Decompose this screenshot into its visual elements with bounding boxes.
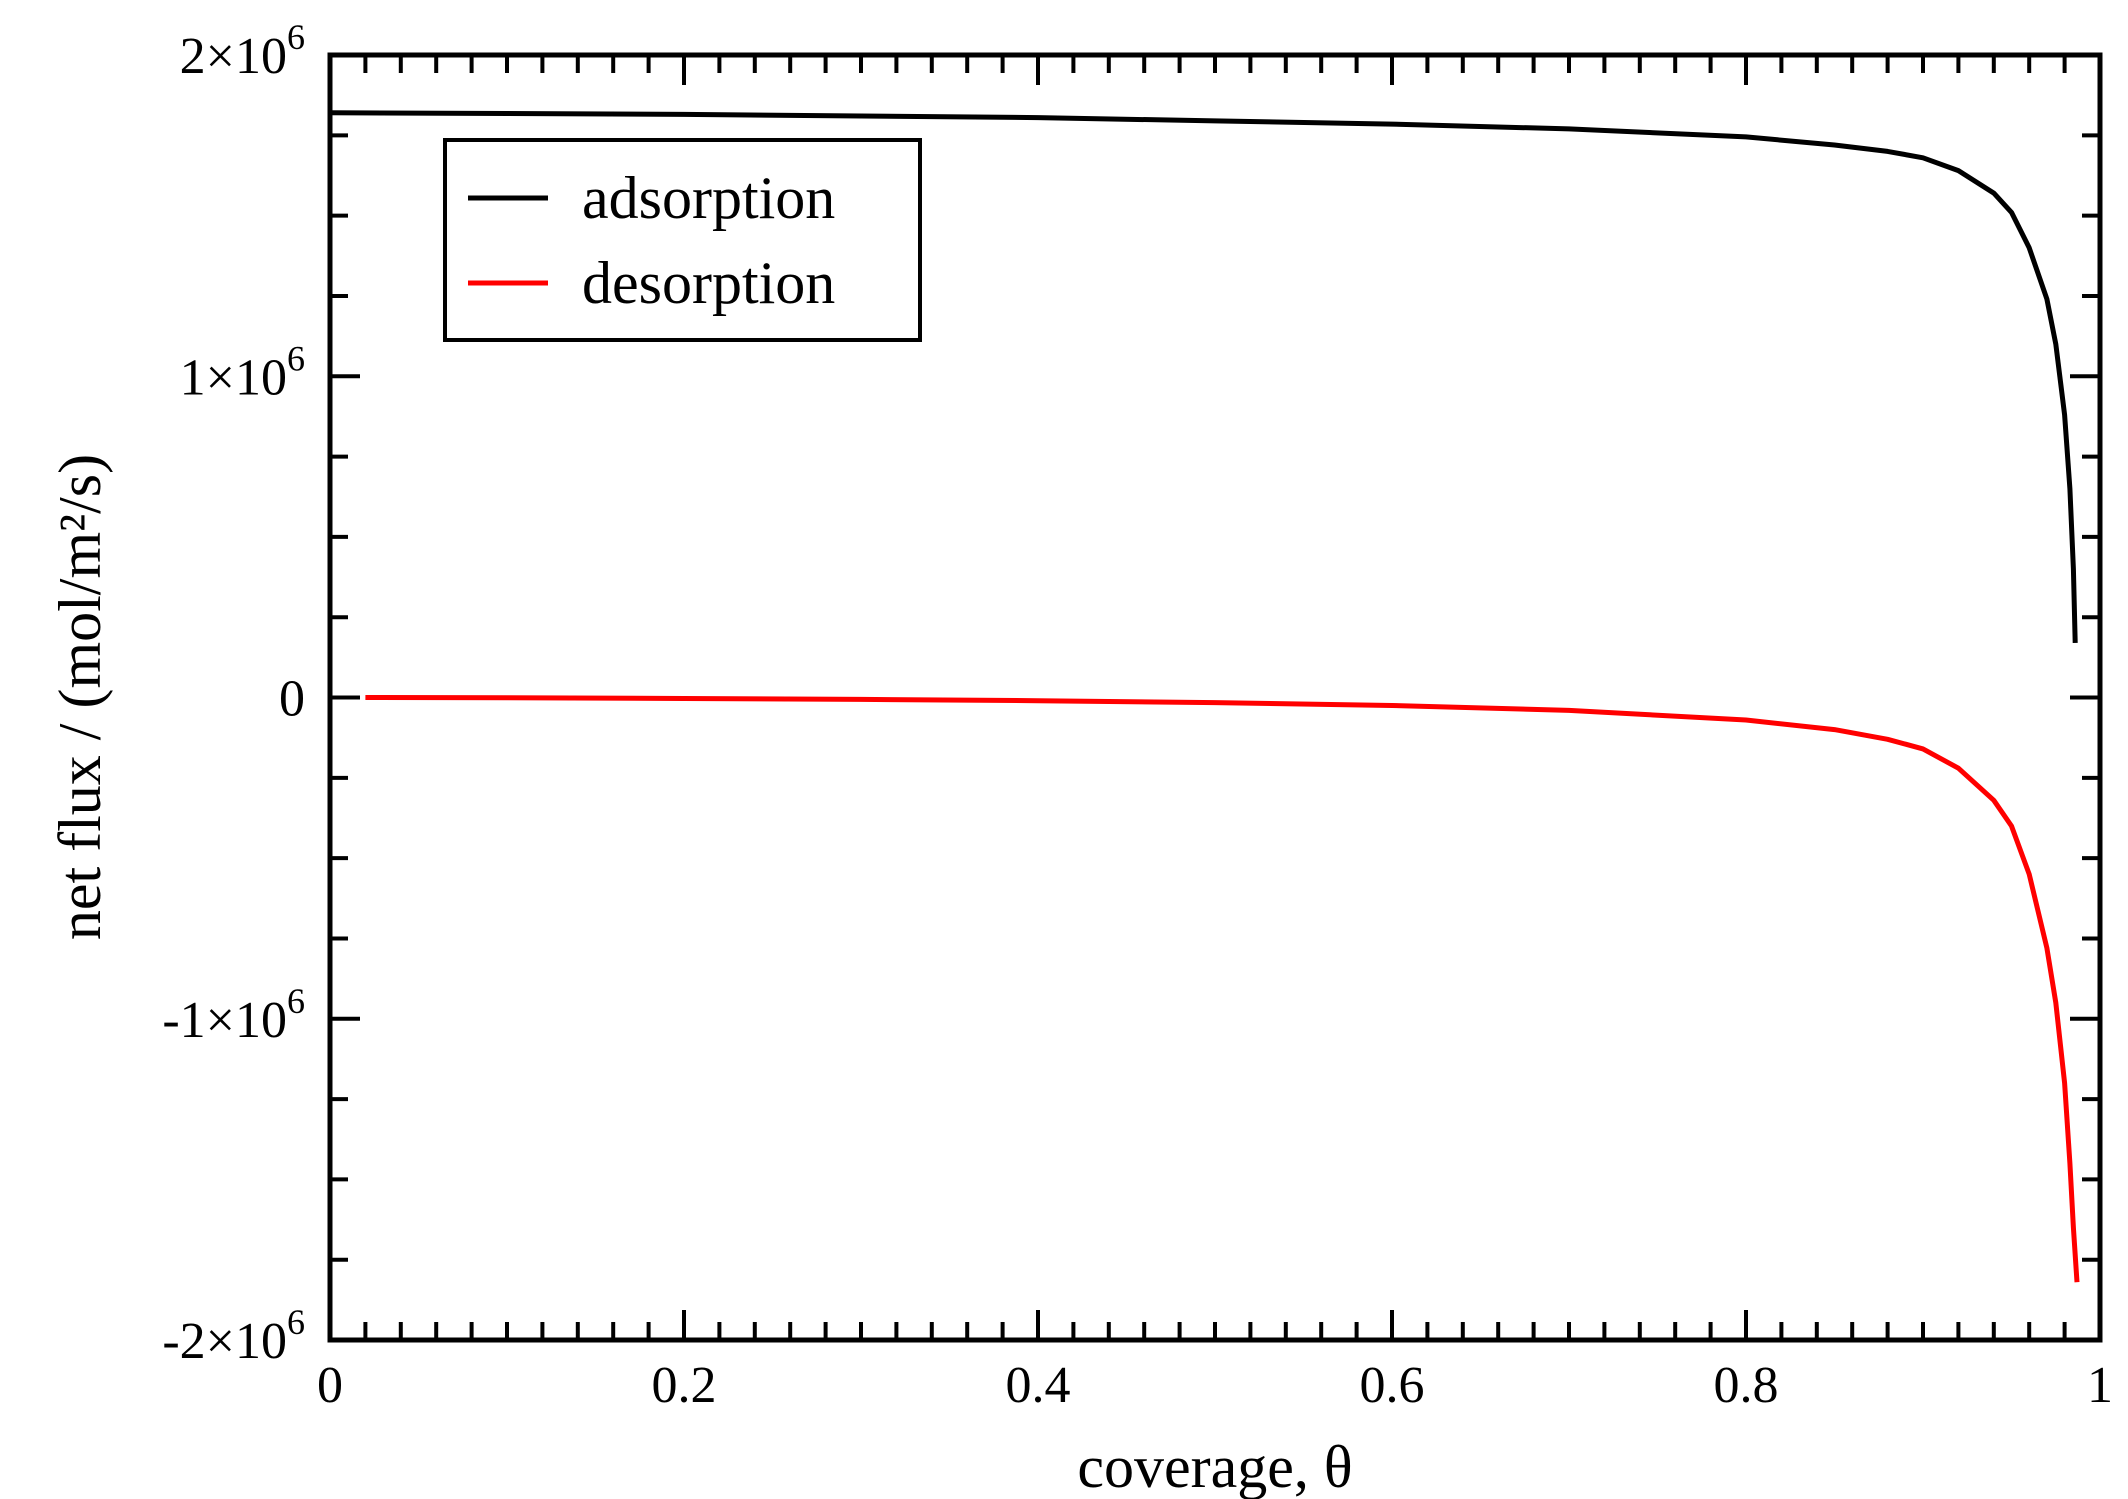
series-layer bbox=[329, 110, 2080, 1283]
x-tick-label: 0.4 bbox=[1006, 1357, 1071, 1414]
legend: adsorption desorption bbox=[443, 138, 922, 342]
x-tick-label: 0 bbox=[317, 1357, 343, 1414]
legend-label-adsorption: adsorption bbox=[582, 165, 835, 231]
legend-box bbox=[443, 138, 922, 342]
x-tick-label: 0.8 bbox=[1714, 1357, 1779, 1414]
plot-frame bbox=[327, 52, 2103, 1343]
y-tick-label: 2×106 bbox=[180, 17, 305, 85]
x-tick-label: 0.6 bbox=[1360, 1357, 1425, 1414]
y-tick-label: 1×106 bbox=[180, 338, 305, 406]
tick-labels-layer: 0 0.2 0.4 0.6 0.8 1 2×106 1×106 0 -1×106 -2×106 bbox=[162, 17, 2113, 1414]
y-axis-title: net flux / (mol/m²/s) bbox=[47, 454, 113, 940]
legend-label-desorption: desorption bbox=[582, 250, 835, 316]
series-line-desorption bbox=[365, 695, 2080, 1283]
x-tick-label: 1 bbox=[2087, 1357, 2113, 1414]
x-axis-title: coverage, θ bbox=[1077, 1434, 1352, 1499]
series-line-adsorption bbox=[329, 110, 2078, 643]
y-tick-label: -2×106 bbox=[162, 1302, 305, 1370]
y-tick-label: 0 bbox=[279, 671, 305, 728]
y-tick-label: -1×106 bbox=[162, 981, 305, 1049]
x-tick-label: 0.2 bbox=[652, 1357, 717, 1414]
